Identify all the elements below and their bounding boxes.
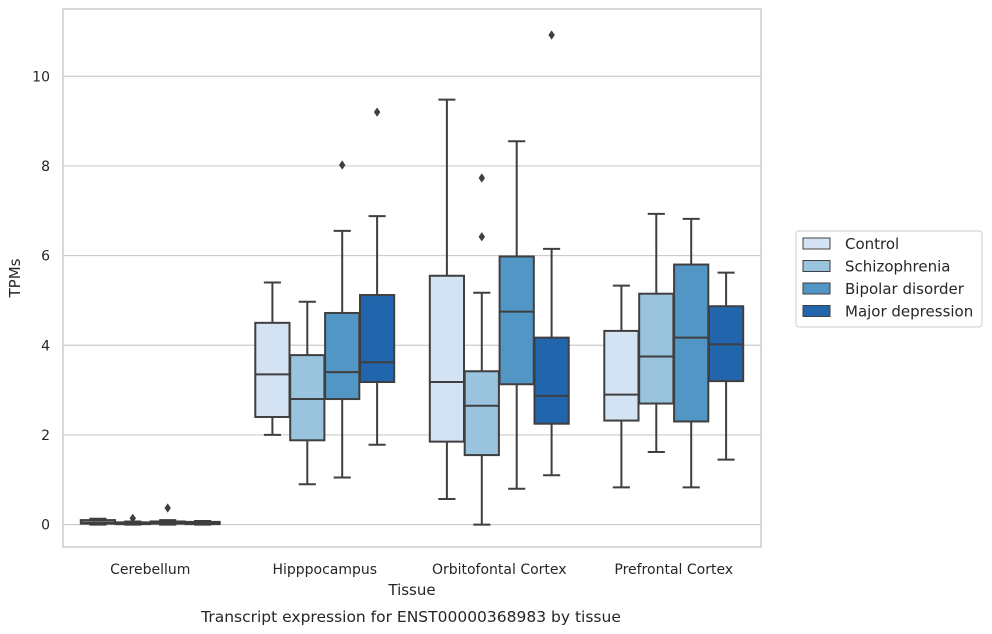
box-group <box>358 107 396 446</box>
box-group <box>428 98 466 501</box>
x-axis-label: Tissue <box>387 581 435 599</box>
y-tick-label: 8 <box>41 159 50 175</box>
outlier-point <box>164 503 171 513</box>
legend-label: Schizophrenia <box>845 258 950 276</box>
legend-swatch <box>802 260 831 272</box>
y-tick-label: 0 <box>41 518 50 534</box>
box-group <box>79 517 117 526</box>
x-tick-labels: Cerebellum Hipppocampus Orbitofontal Corte… <box>110 562 733 578</box>
box <box>638 292 675 405</box>
y-tick-label: 4 <box>41 338 50 354</box>
y-tick-labels: 0 2 4 6 8 10 <box>32 69 50 533</box>
box <box>324 311 361 401</box>
box <box>254 321 291 418</box>
box-group <box>254 281 291 436</box>
box-group <box>324 160 361 479</box>
x-tick-label: Hipppocampus <box>272 562 377 578</box>
box <box>358 294 396 384</box>
box-group <box>707 271 745 461</box>
box-group <box>603 284 640 489</box>
legend-label: Bipolar disorder <box>845 280 965 298</box>
legend-swatch <box>802 305 831 317</box>
box <box>463 370 500 457</box>
legend-item: Bipolar disorder <box>802 280 965 298</box>
legend-swatch <box>802 237 831 250</box>
outlier-point <box>373 107 381 117</box>
y-tick-label: 10 <box>32 69 50 85</box>
legend-item: Control <box>802 235 899 253</box>
y-tick-label: 6 <box>41 249 50 265</box>
chart-caption: Transcript expression for ENST0000036898… <box>200 608 621 626</box>
box-groups <box>79 30 745 526</box>
box-group <box>498 140 535 490</box>
legend-item: Schizophrenia <box>802 258 950 276</box>
x-tick-label: Orbitofontal Cortex <box>432 562 567 578</box>
box <box>533 336 570 425</box>
outlier-point <box>478 173 486 183</box>
outlier-point <box>338 160 346 170</box>
legend: Control Schizophrenia Bipolar disorder Majo… <box>795 230 983 328</box>
box <box>603 329 640 422</box>
x-tick-label: Cerebellum <box>110 562 190 578</box>
box-group <box>533 30 570 477</box>
box <box>428 274 466 443</box>
box-group <box>289 300 326 486</box>
x-tick-label: Prefrontal Cortex <box>614 562 733 578</box>
box-group <box>184 519 221 526</box>
y-axis-label: TPMs <box>6 258 24 298</box>
box-group <box>673 217 710 489</box>
box-group <box>638 212 675 453</box>
legend-label: Control <box>845 235 899 253</box>
box <box>289 354 326 442</box>
outlier-point <box>129 513 137 523</box>
outlier-point <box>478 232 486 242</box>
outlier-point <box>548 30 555 40</box>
legend-swatch <box>802 282 831 295</box>
box <box>673 263 710 423</box>
legend-item: Major depression <box>802 303 973 321</box>
box-group <box>463 173 500 526</box>
legend-label: Major depression <box>845 303 973 321</box>
legend-frame <box>795 230 983 328</box>
y-tick-label: 2 <box>41 428 50 444</box>
box <box>498 255 535 386</box>
plot-frame <box>62 8 762 548</box>
